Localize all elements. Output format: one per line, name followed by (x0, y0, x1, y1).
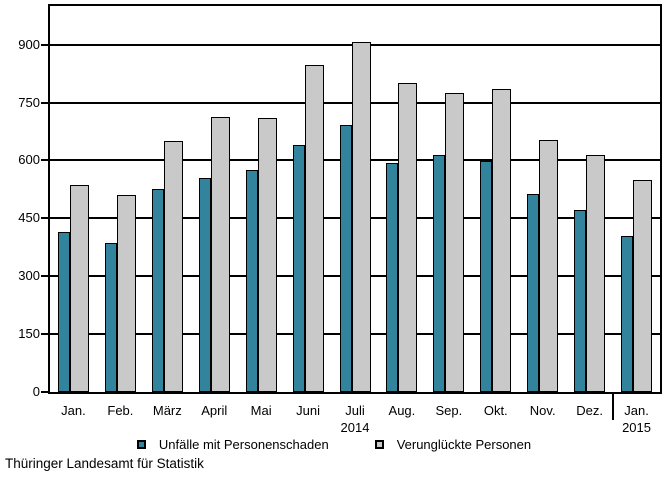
y-axis-label: 300 (18, 268, 40, 284)
bar (586, 155, 606, 392)
legend-marker-verunglueckte-icon (374, 440, 384, 449)
legend-entry-verunglueckte: Verunglückte Personen (374, 437, 532, 452)
bar (527, 194, 540, 392)
bar (492, 89, 512, 392)
bar (304, 65, 324, 392)
y-axis-label: 0 (32, 384, 40, 399)
y-axis-tick (41, 333, 48, 336)
y-axis-tick (41, 391, 48, 393)
legend-entry-unfaelle: Unfälle mit Personenschaden (136, 437, 329, 452)
plot-area (48, 4, 662, 394)
legend-marker-unfaelle-icon (136, 440, 146, 449)
year-label: 2015 (622, 420, 651, 435)
bar (163, 141, 183, 392)
year-label: 2014 (340, 420, 370, 435)
y-axis-tick (41, 43, 48, 46)
bar (574, 210, 587, 392)
bar (116, 195, 136, 392)
bar (398, 83, 418, 392)
bar (339, 125, 352, 392)
x-axis-label: Aug. (388, 403, 416, 418)
y-axis-tick (41, 101, 48, 104)
bar (539, 140, 559, 392)
bar (104, 243, 117, 392)
x-axis-label: Jan. (61, 403, 86, 418)
bar (633, 180, 653, 392)
y-axis-label: 900 (18, 36, 40, 52)
x-axis-label: Sep. (435, 403, 463, 418)
bar (69, 185, 89, 392)
y-axis-label: 750 (18, 94, 40, 110)
bar (386, 163, 399, 392)
y-axis-tick (41, 159, 48, 162)
x-axis-label: Juli (345, 403, 365, 418)
bar (351, 42, 371, 392)
bar (445, 93, 465, 392)
bar (257, 118, 277, 392)
bar (433, 155, 446, 392)
x-axis-label: Dez. (576, 403, 603, 418)
x-axis-label: Jan. (624, 403, 649, 418)
legend-label-unfaelle: Unfälle mit Personenschaden (158, 437, 329, 452)
y-axis-label: 600 (18, 152, 40, 168)
bar (621, 236, 634, 392)
legend: Unfälle mit Personenschaden Verunglückte… (0, 437, 668, 452)
x-axis-label: März (152, 403, 182, 418)
x-axis-label: Nov. (529, 403, 556, 418)
bar (57, 232, 70, 392)
bar (245, 170, 258, 392)
bar (292, 145, 305, 392)
year-separator-tick (612, 392, 614, 420)
x-axis-label: Mai (250, 403, 272, 418)
y-axis-tick (41, 217, 48, 220)
bar (210, 117, 230, 392)
x-axis-label: Feb. (107, 403, 134, 418)
y-axis-tick (41, 275, 48, 278)
y-axis-label: 150 (18, 326, 40, 342)
bar (198, 178, 211, 392)
x-axis-label: Juni (296, 403, 320, 418)
bar (480, 161, 493, 392)
x-axis-label: Okt. (483, 403, 508, 418)
legend-label-verunglueckte: Verunglückte Personen (396, 437, 532, 452)
x-axis-label: April (201, 403, 228, 418)
y-axis-label: 450 (18, 210, 40, 226)
source-credit: Thüringer Landesamt für Statistik (5, 456, 204, 471)
bar (151, 189, 164, 392)
